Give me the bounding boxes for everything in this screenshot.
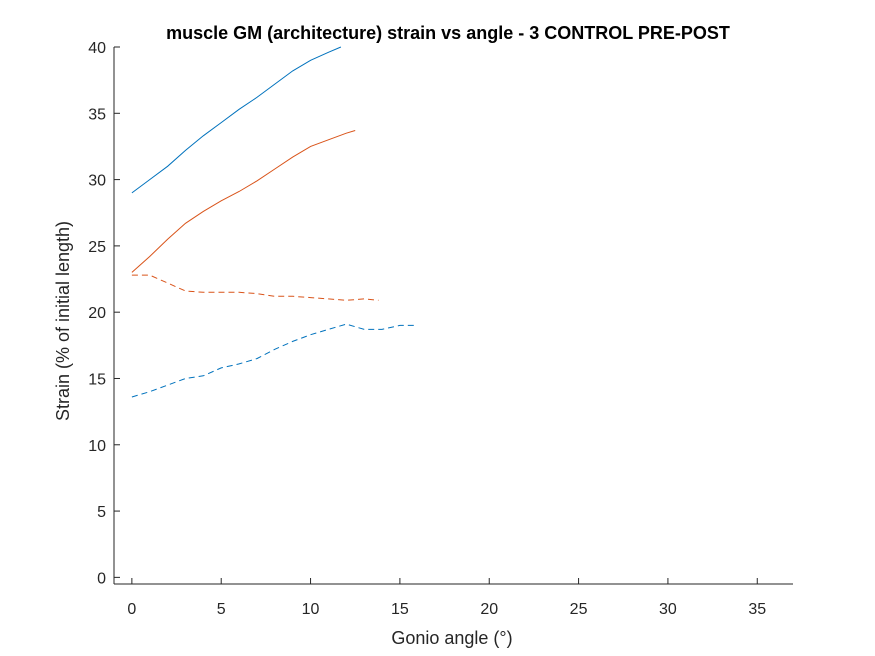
x-tick-label: 30 [659, 601, 677, 618]
series-line [131, 46, 342, 194]
y-axis-label: Strain (% of initial length) [53, 221, 73, 421]
y-tick-label: 30 [88, 173, 106, 190]
y-tick-label: 15 [88, 371, 106, 388]
x-tick-label: 35 [748, 601, 766, 618]
x-tick-label: 25 [570, 601, 588, 618]
y-tick-label: 25 [88, 239, 106, 256]
ticks: 0 5 10 15 20 25 30 35 0 5 10 15 20 25 30 35 40 [88, 40, 766, 618]
chart-title: muscle GM (architecture) strain vs angle… [166, 23, 730, 43]
y-tick-label: 20 [88, 305, 106, 322]
x-tick-label: 15 [391, 601, 409, 618]
axes [113, 47, 793, 585]
series-line [131, 130, 356, 273]
series-line [131, 323, 415, 398]
series-line [131, 274, 379, 301]
y-tick-label: 0 [97, 570, 106, 587]
x-tick-label: 0 [127, 601, 136, 618]
y-tick-label: 40 [88, 40, 106, 57]
x-tick-label: 10 [302, 601, 320, 618]
series-layer [131, 46, 415, 398]
y-tick-label: 35 [88, 106, 106, 123]
x-tick-label: 20 [480, 601, 498, 618]
y-tick-label: 10 [88, 438, 106, 455]
x-tick-label: 5 [217, 601, 226, 618]
x-axis-label: Gonio angle (°) [391, 628, 512, 648]
y-tick-label: 5 [97, 504, 106, 521]
